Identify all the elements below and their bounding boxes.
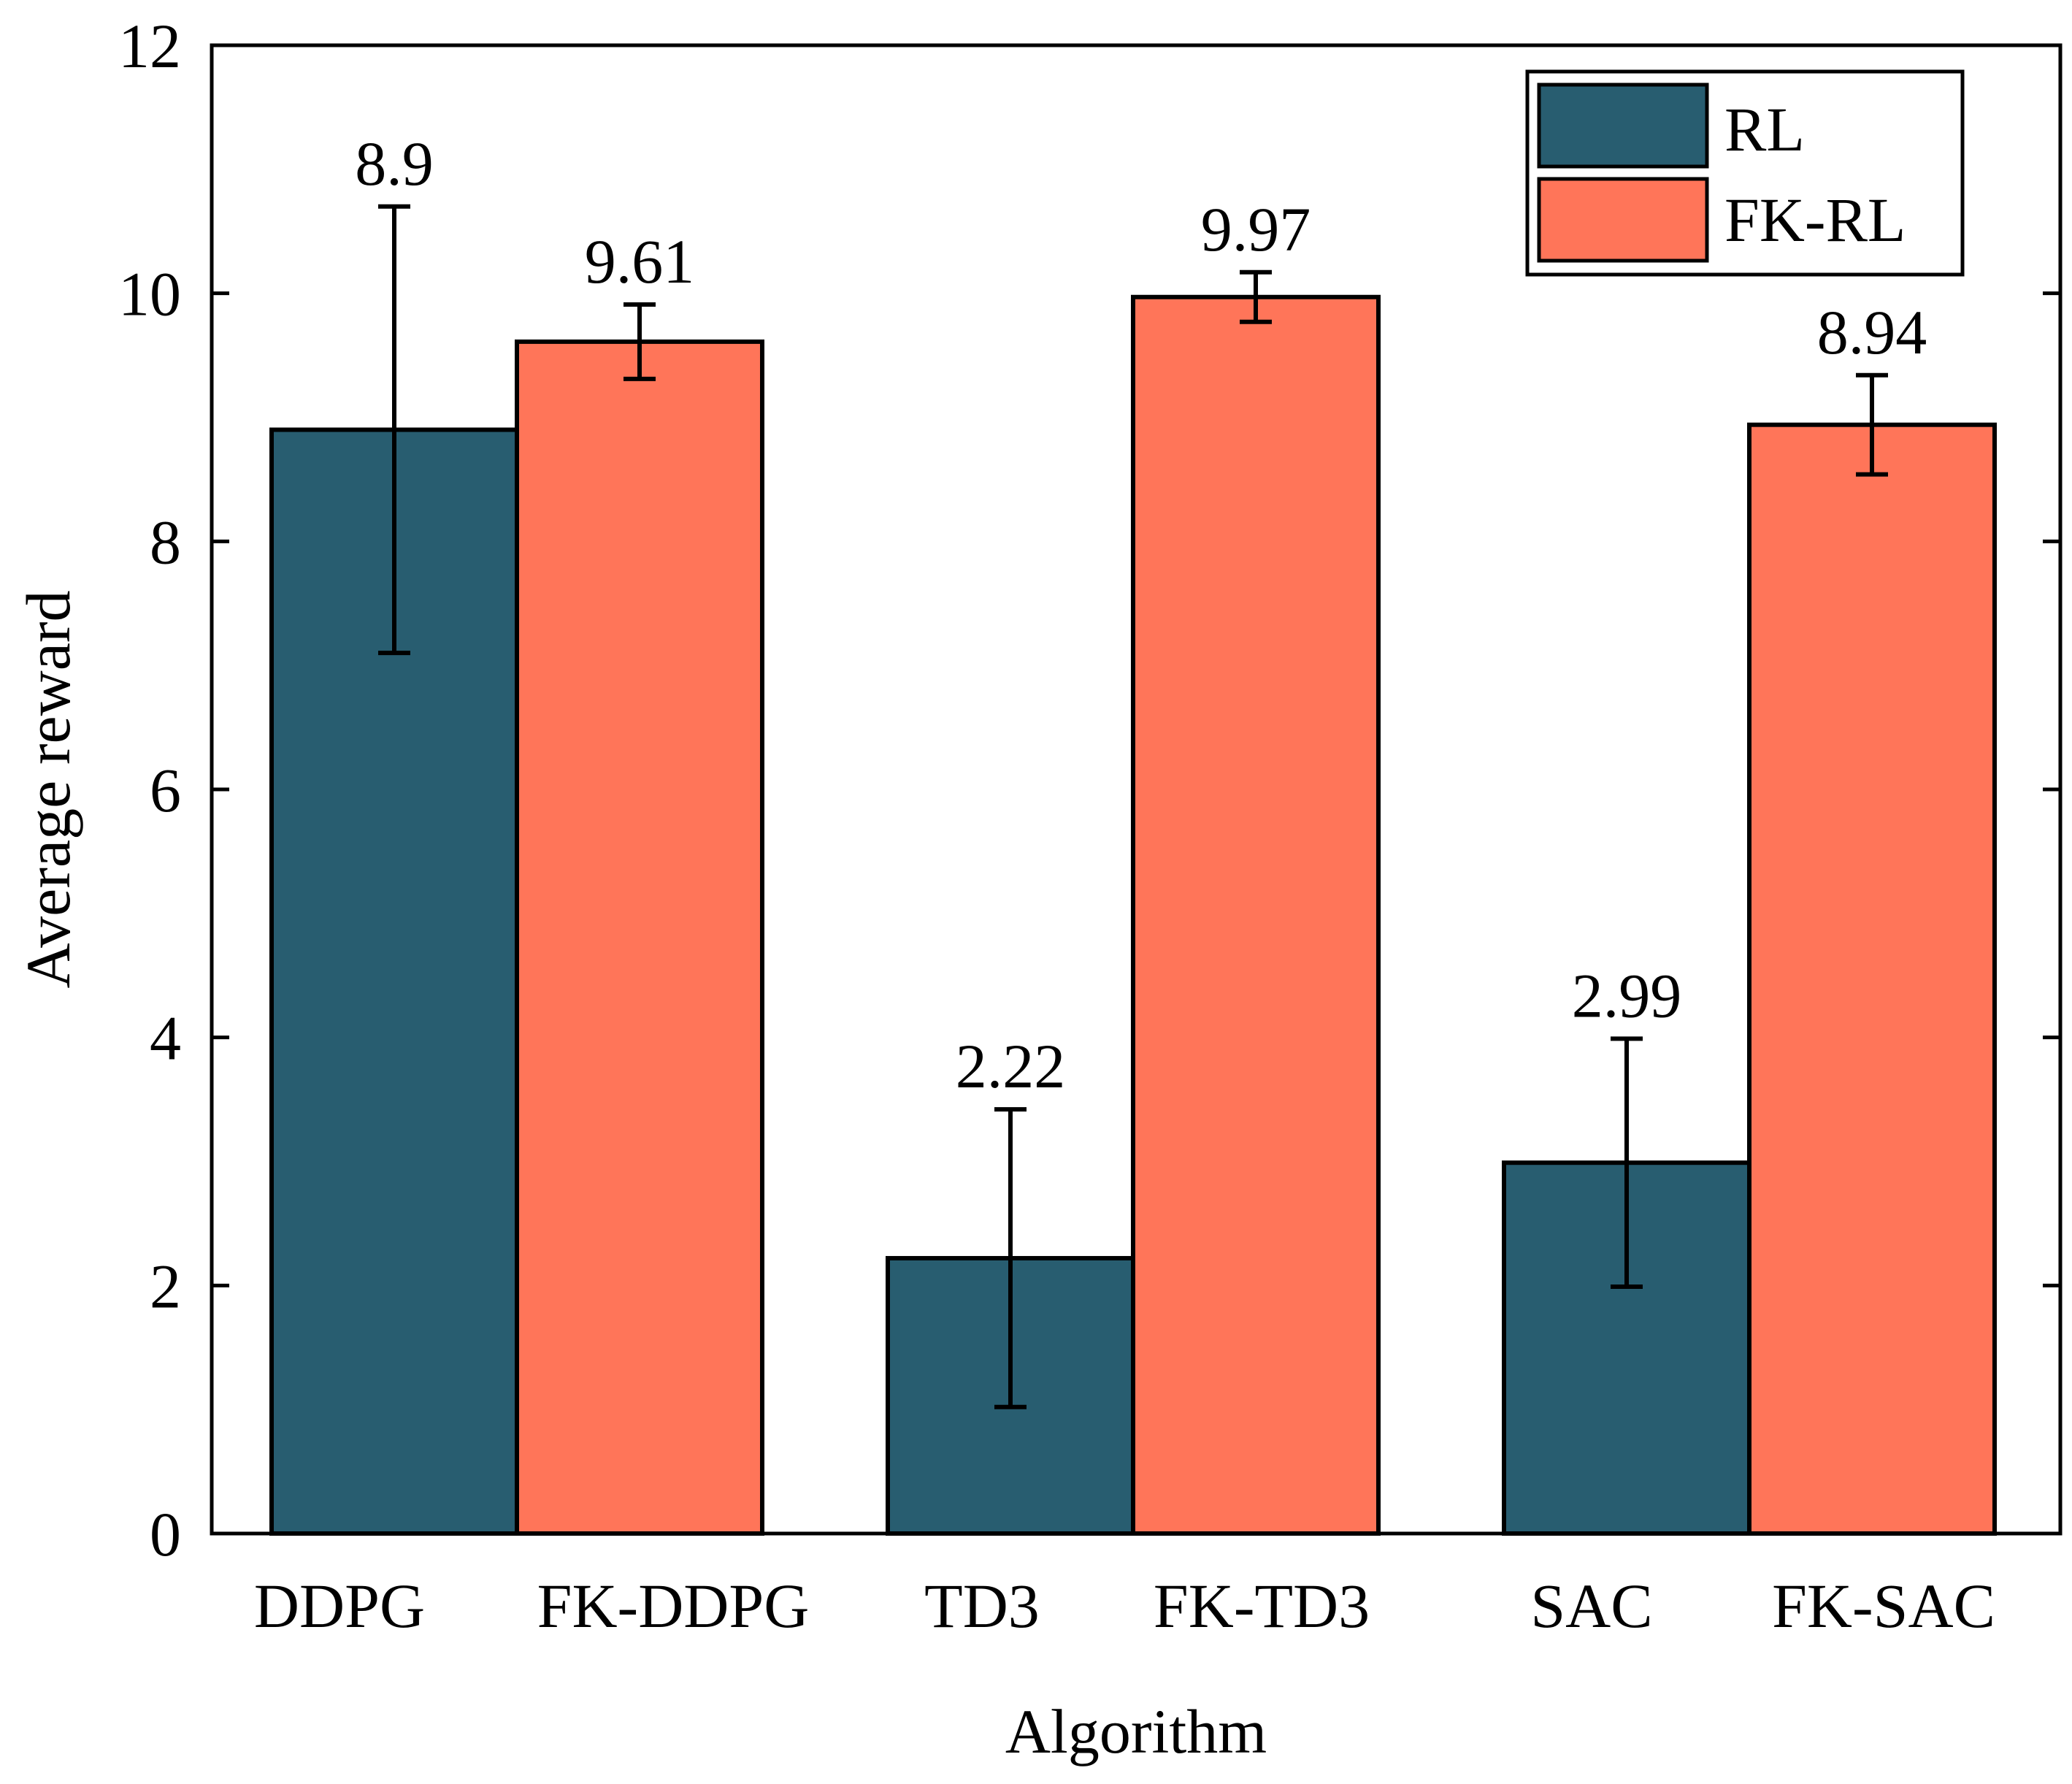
data-labels-layer: 8.9 9.61 2.22 9.97 2.99 8.94 [355, 129, 1927, 1101]
x-tick-label-fk-sac: FK-SAC [1772, 1571, 1995, 1641]
error-bar-sac [1611, 1036, 1643, 1290]
x-tick-label-fk-td3: FK-TD3 [1154, 1571, 1370, 1641]
y-tick-label-4: 4 [150, 1003, 181, 1073]
error-bar-fk-sac [1856, 372, 1888, 477]
data-label-fk-td3: 9.97 [1201, 194, 1311, 264]
data-label-sac: 2.99 [1572, 960, 1682, 1030]
y-axis-title: Average reward [13, 590, 83, 988]
error-bar-td3 [994, 1107, 1027, 1409]
x-axis: DDPG FK-DDPG TD3 FK-TD3 SAC FK-SAC [254, 1571, 1995, 1641]
x-tick-label-ddpg: DDPG [254, 1571, 425, 1641]
legend-swatch-rl [1537, 83, 1709, 169]
y-tick-label-12: 12 [118, 11, 181, 81]
y-tick-label-0: 0 [150, 1499, 181, 1569]
legend-swatch-fk-rl [1537, 177, 1709, 263]
y-tick-label-10: 10 [118, 259, 181, 329]
bar-fk-td3 [1131, 294, 1381, 1536]
y-tick-label-2: 2 [150, 1251, 181, 1321]
x-tick-label-td3: TD3 [924, 1571, 1040, 1641]
error-bar-ddpg [378, 204, 410, 656]
bar-fk-sac [1747, 422, 1997, 1536]
legend: RL FK-RL [1525, 69, 1965, 277]
y-tick-label-8: 8 [150, 507, 181, 577]
legend-label-rl: RL [1724, 94, 1805, 164]
bar-fk-ddpg [515, 339, 764, 1536]
y-axis: 0 2 4 6 8 10 12 [118, 11, 2060, 1569]
error-bar-fk-ddpg [623, 302, 656, 381]
error-bar-fk-td3 [1240, 269, 1272, 324]
error-bars-layer [378, 204, 1888, 1409]
x-tick-label-sac: SAC [1530, 1571, 1652, 1641]
legend-label-fk-rl: FK-RL [1724, 185, 1906, 255]
data-label-fk-ddpg: 9.61 [585, 226, 695, 296]
x-tick-label-fk-ddpg: FK-DDPG [537, 1571, 810, 1641]
y-tick-label-6: 6 [150, 755, 181, 825]
data-label-ddpg: 8.9 [355, 129, 434, 199]
data-label-td3: 2.22 [956, 1031, 1066, 1101]
data-label-fk-sac: 8.94 [1817, 297, 1927, 367]
bars-layer [269, 294, 1997, 1536]
x-axis-title: Algorithm [1005, 1696, 1267, 1766]
